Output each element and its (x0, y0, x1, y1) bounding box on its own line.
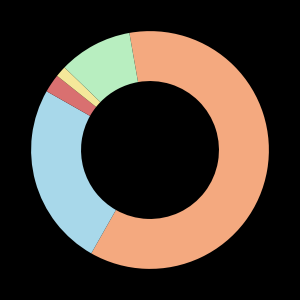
Wedge shape (57, 68, 100, 107)
Wedge shape (31, 91, 116, 254)
Wedge shape (46, 76, 96, 116)
Wedge shape (91, 31, 269, 269)
Wedge shape (64, 33, 138, 102)
